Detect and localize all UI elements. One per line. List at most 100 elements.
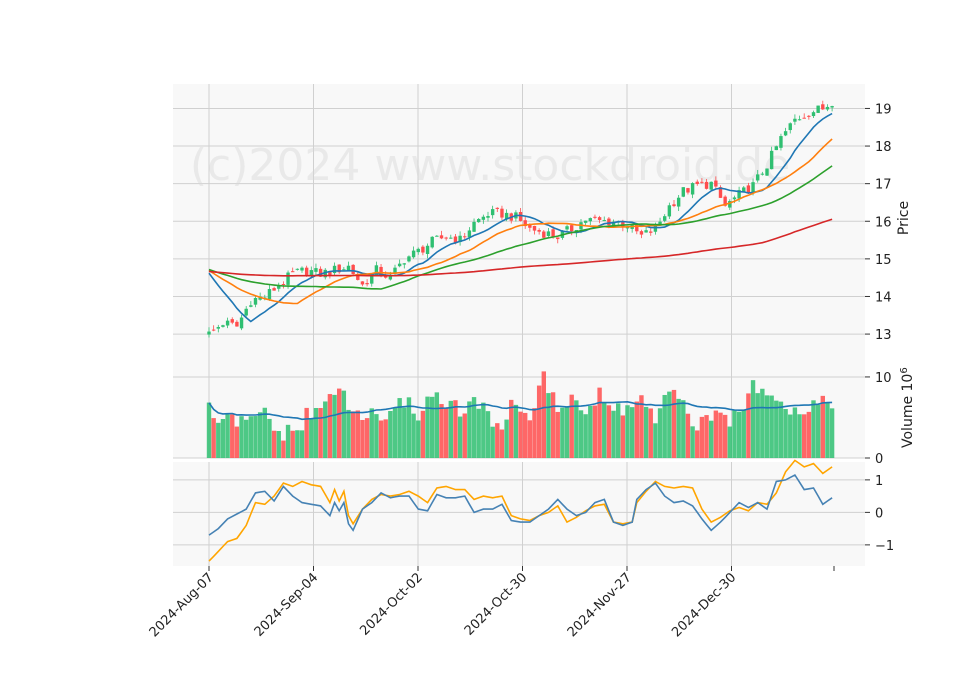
candle-body	[802, 117, 806, 119]
volume-bar	[448, 400, 453, 458]
candle-body	[635, 223, 639, 232]
volume-bar	[564, 406, 570, 458]
candle-body	[830, 106, 834, 108]
candle-body	[225, 320, 230, 326]
volume-bar	[350, 411, 356, 458]
volume-bar	[216, 422, 221, 458]
volume-bar	[430, 396, 435, 458]
volume-bar	[211, 418, 216, 458]
candle-body	[504, 212, 509, 220]
volume-bar	[597, 387, 602, 458]
volume-bar	[239, 416, 244, 458]
candle-body	[309, 270, 313, 276]
volume-bar	[778, 401, 784, 458]
candle-body	[611, 221, 616, 227]
volume-bar	[309, 418, 314, 458]
volume-bar	[764, 395, 770, 458]
volume-bar	[713, 410, 719, 458]
volume-bar	[788, 414, 793, 458]
volume-bar	[299, 430, 305, 458]
candle-body	[765, 168, 769, 176]
candle-body	[370, 273, 374, 284]
candle-body	[676, 197, 681, 207]
volume-bar	[625, 405, 630, 458]
candle-body	[528, 224, 532, 228]
volume-bar	[550, 392, 556, 458]
volume-bar	[685, 413, 691, 458]
price-y-tick-label: 15	[875, 253, 892, 268]
candle-body	[472, 221, 476, 232]
candle-body	[649, 231, 653, 233]
x-tick-label: 2024-Sep-04	[252, 570, 322, 640]
oscillator-panel-bg	[173, 462, 865, 566]
volume-bar	[704, 415, 709, 458]
candle-body	[783, 131, 788, 136]
candle-body	[816, 105, 820, 113]
candle-body	[681, 187, 685, 197]
candle-body	[718, 187, 723, 198]
volume-bar	[560, 407, 565, 458]
volume-bar	[267, 418, 272, 458]
candle-body	[374, 265, 379, 276]
volume-bar	[695, 430, 700, 458]
volume-bar	[634, 401, 639, 458]
candle-body	[653, 225, 658, 232]
volume-bar	[527, 420, 533, 458]
volume-bar	[690, 426, 695, 458]
volume-bar	[234, 426, 240, 458]
volume-bar	[262, 407, 267, 458]
osc-y-tick-label: 1	[875, 474, 883, 489]
volume-bar	[592, 405, 598, 458]
candle-body	[490, 209, 495, 216]
candle-body	[304, 267, 309, 275]
candle-body	[639, 231, 644, 235]
volume-bar	[425, 396, 430, 458]
oscillator-line-blue	[208, 473, 833, 536]
volume-bar	[406, 397, 412, 458]
volume-bar	[416, 420, 421, 458]
candle-body	[788, 123, 792, 131]
candle-body	[356, 274, 360, 280]
candle-body	[593, 216, 597, 218]
volume-bar	[439, 404, 444, 458]
volume-bar	[732, 410, 737, 458]
price-y-tick-label: 17	[875, 178, 892, 193]
candle-body	[411, 250, 416, 258]
candle-body	[769, 150, 774, 170]
volume-panel	[206, 371, 835, 458]
candle-body	[328, 271, 332, 276]
volume-bar	[453, 400, 458, 458]
candle-body	[421, 246, 425, 253]
oscillator-line-orange	[208, 459, 833, 562]
candle-body	[323, 269, 327, 278]
volume-bar	[569, 394, 574, 458]
price-y-tick-label: 18	[875, 140, 892, 155]
volume-bar	[225, 414, 230, 458]
price-y-tick-label: 13	[875, 328, 892, 343]
candle-body	[779, 136, 783, 148]
volume-bar	[727, 426, 732, 458]
volume-bar	[774, 400, 779, 458]
volume-y-tick-label: 0	[875, 452, 883, 467]
volume-bar	[541, 371, 546, 458]
candle-body	[449, 237, 453, 239]
candle-body	[825, 106, 830, 110]
volume-bar	[750, 380, 756, 458]
x-tick-label: 2024-Dec-30	[669, 570, 739, 640]
volume-bar	[323, 401, 328, 458]
x-tick-label: 2024-Nov-27	[565, 570, 635, 640]
volume-bar	[667, 391, 672, 458]
candle-body	[495, 207, 499, 209]
volume-bar	[509, 399, 514, 458]
volume-bar	[783, 409, 788, 458]
candle-body	[295, 268, 300, 270]
candle-body	[481, 216, 486, 220]
volume-bar	[555, 411, 560, 458]
candle-body	[393, 267, 397, 274]
volume-bar	[388, 411, 393, 458]
volume-bar	[360, 419, 365, 458]
candle-body	[551, 229, 555, 237]
volume-bar	[281, 440, 286, 458]
volume-bar	[588, 405, 593, 458]
candle-body	[500, 208, 504, 218]
